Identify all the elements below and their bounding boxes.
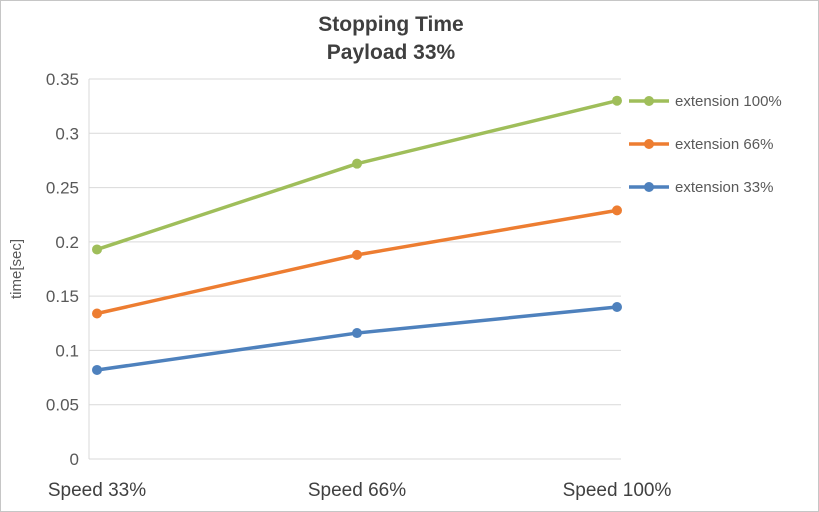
legend-marker [644, 96, 654, 106]
data-point-marker [92, 308, 102, 319]
y-tick-label: 0.35 [46, 70, 79, 89]
data-point-marker [612, 205, 622, 216]
legend-marker [644, 139, 654, 149]
data-point-marker [612, 95, 622, 106]
series-line [95, 305, 619, 372]
y-tick-label: 0.25 [46, 179, 79, 198]
data-point-marker [352, 328, 362, 339]
x-category-label: Speed 66% [308, 480, 406, 501]
y-tick-label: 0.2 [55, 233, 79, 252]
series-line [95, 98, 619, 252]
y-axis-label: time[sec] [8, 239, 25, 299]
data-point-marker [92, 244, 102, 255]
legend-label: extension 66% [675, 136, 773, 153]
data-point-marker [352, 158, 362, 169]
legend-marker [644, 182, 654, 192]
data-point-marker [92, 364, 102, 375]
y-tick-label: 0.3 [55, 124, 79, 143]
legend-label: extension 100% [675, 93, 782, 110]
data-point-marker [352, 249, 362, 260]
y-tick-label: 0 [70, 450, 79, 469]
data-point-marker [612, 302, 622, 312]
legend-label: extension 33% [675, 179, 773, 196]
y-tick-label: 0.15 [46, 287, 79, 306]
y-tick-label: 0.05 [46, 396, 79, 415]
y-tick-label: 0.1 [55, 341, 79, 360]
x-category-label: Speed 100% [563, 480, 672, 501]
series-line [95, 208, 619, 316]
x-category-label: Speed 33% [48, 480, 146, 501]
